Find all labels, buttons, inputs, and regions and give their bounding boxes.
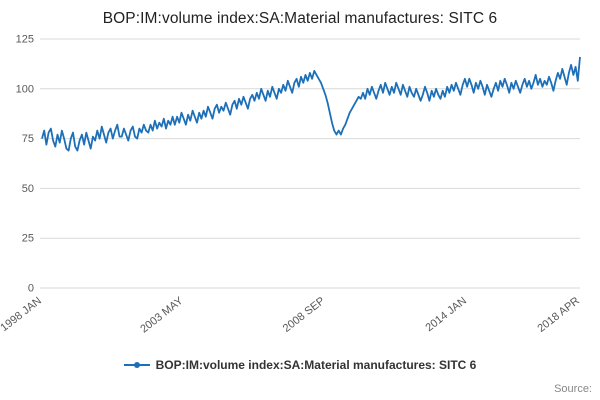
legend-line-icon bbox=[123, 362, 150, 368]
x-axis-label: 2003 MAY bbox=[138, 295, 186, 336]
y-axis-label: 75 bbox=[22, 133, 34, 145]
legend[interactable]: BOP:IM:volume index:SA:Material manufact… bbox=[0, 358, 600, 372]
x-axis-label: 1998 JAN bbox=[0, 295, 44, 334]
y-axis-label: 125 bbox=[16, 34, 34, 46]
y-axis-label: 50 bbox=[22, 183, 34, 195]
y-axis-label: 100 bbox=[16, 83, 34, 95]
chart-title: BOP:IM:volume index:SA:Material manufact… bbox=[102, 10, 498, 27]
y-axis-label: 0 bbox=[28, 283, 34, 295]
line-chart: 0 25 50 75 100 125 1998 JAN 2003 MAY 2008 SEP 201… bbox=[0, 34, 582, 336]
x-axis-label: 2008 SEP bbox=[281, 295, 327, 335]
legend-label: BOP:IM:volume index:SA:Material manufact… bbox=[155, 358, 477, 372]
x-axis-label: 2018 APR bbox=[535, 295, 581, 335]
series-line bbox=[41, 56, 581, 152]
source-label: Source: bbox=[554, 383, 592, 395]
y-axis-label: 25 bbox=[22, 233, 34, 245]
x-axis-label: 2014 JAN bbox=[423, 295, 468, 334]
